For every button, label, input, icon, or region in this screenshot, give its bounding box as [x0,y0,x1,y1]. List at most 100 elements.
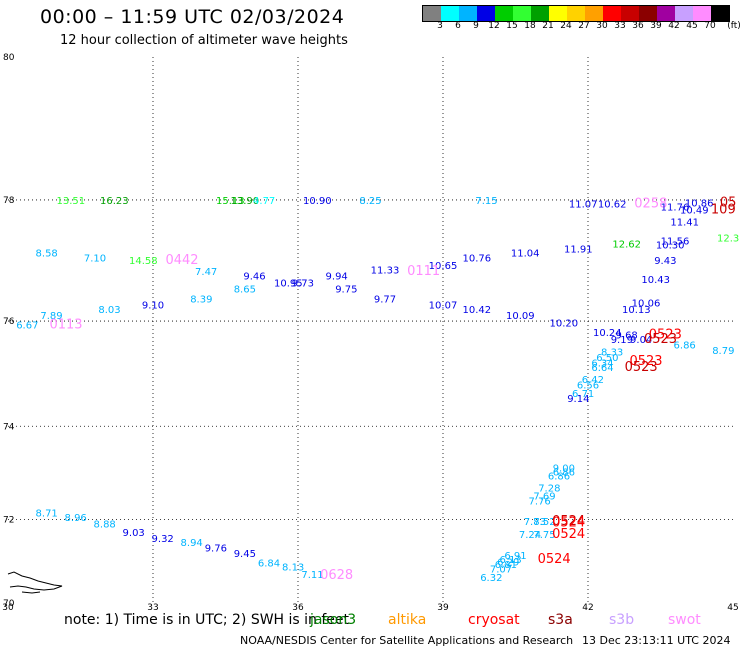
note-text: note: 1) Time is in UTC; 2) SWH is in fe… [64,612,350,628]
wave-height-value: 10.20 [550,319,579,330]
wave-height-value: 11.07 [569,200,598,211]
wave-height-value: 12.3 [717,233,739,244]
color-swatch [549,6,567,21]
color-swatch [585,6,603,21]
pass-time-label: 0524 [552,527,585,542]
wave-height-value: 6.42 [582,375,604,386]
color-scale-tick: 18 [524,21,536,31]
wave-height-value: 7.47 [195,267,217,278]
wave-height-value: 6.13 [500,555,522,566]
color-scale-tick: 39 [650,21,662,31]
color-swatch [567,6,585,21]
axis-labels: 30 33 36 39 42 45 80 78 76 74 72 70 [2,53,738,613]
map-title: 00:00 – 11:59 UTC 02/03/2024 [40,6,345,28]
wave-height-value: 6.64 [591,363,613,374]
pass-time-label: 05 [720,195,737,210]
wave-height-value: 10.24 [593,328,622,339]
wave-height-value: 9.77 [374,294,396,305]
legend-s3b: s3b [609,612,635,628]
wave-height-value: 10.30 [656,241,685,252]
color-swatch [459,6,477,21]
latitude-label: 80 [3,53,15,63]
wave-height-value: 10.07 [429,301,458,312]
wave-height-value: 11.41 [670,218,699,229]
color-scale-tick: 12 [488,21,500,31]
wave-height-value: 7.89 [40,311,62,322]
wave-height-value: 8.25 [359,196,381,207]
wave-height-value: 10.65 [429,261,458,272]
pass-time-label: 109 [711,203,736,218]
coastline [7,571,63,594]
wave-height-value: 7.28 [538,484,560,495]
latitude-label: 72 [3,515,14,525]
wave-height-value: 11.04 [511,249,540,260]
wave-height-value: 9.73 [292,279,314,290]
wave-height-value: 6.56 [577,380,599,391]
wave-height-value: 8.71 [36,508,58,519]
wave-height-value: 10.49 [680,206,709,217]
wave-height-value: 10.42 [463,305,492,316]
wave-height-value: 9.45 [234,549,256,560]
wave-height-value: 9.03 [123,528,145,539]
wave-height-value: 10.95 [274,279,303,290]
wave-height-value: 8.58 [36,249,58,260]
wave-height-value: 13.90 [231,196,260,207]
color-scale-tick: 36 [632,21,644,31]
pass-time-label: 0523 [649,327,682,342]
wave-height-value: 8.65 [234,284,256,295]
wave-height-value: 6.29 [497,558,519,569]
color-swatch [621,6,639,21]
wave-height-value: 10.13 [622,305,651,316]
wave-height-value: 6.34 [591,358,613,369]
wave-height-value: 10.86 [685,198,714,209]
wave-height-value: 8.96 [65,513,87,524]
color-swatch [477,6,495,21]
legend-s3a: s3a [548,612,573,628]
wave-height-value: 6.71 [572,389,594,400]
pass-time-label: 0523 [629,354,662,369]
wave-height-value: 8.88 [94,519,116,530]
wave-height-value: 6.32 [480,573,502,584]
wave-height-value: 11.91 [564,244,593,255]
wave-height-value: 9.10 [142,301,164,312]
wave-height-value: 9.14 [567,394,589,405]
wave-height-value: 10.09 [506,311,535,322]
color-swatch [711,6,729,21]
wave-height-value: 7.15 [475,196,497,207]
wave-height-value: 6.67 [16,320,38,331]
color-swatch [513,6,531,21]
wave-height-value: 16.23 [100,196,129,207]
wave-height-value: 11.33 [371,266,400,277]
wave-height-value: 7.75 [533,530,555,541]
pass-time-label: 0111 [407,264,440,279]
legend-altika: altika [388,612,427,628]
color-swatch [675,6,693,21]
color-swatch [639,6,657,21]
wave-height-value: 6.86 [548,471,570,482]
color-scale-unit: (ft) [727,21,740,31]
wave-height-value: 13.51 [57,196,86,207]
pass-time-label: 0524 [552,515,585,530]
wave-height-value: 15.13 [216,196,245,207]
pass-time-label: 0628 [320,568,353,583]
longitude-label: 30 [2,603,14,613]
wave-height-value: 7.24 [519,530,541,541]
color-swatch [495,6,513,21]
coastline-path [7,571,63,591]
longitude-label: 45 [727,603,738,613]
color-scale-tick: 6 [455,21,461,31]
wave-height-value: 9.00 [553,463,575,474]
color-scale-tick: 24 [560,21,572,31]
map-subtitle: 12 hour collection of altimeter wave hei… [60,33,348,48]
wave-height-value: 6.86 [674,341,696,352]
pass-time-label: 0523 [644,332,677,347]
color-swatch [693,6,711,21]
wave-height-value: 7.83 [524,517,546,528]
wave-height-value: 8.33 [601,348,623,359]
color-scale-tick: 30 [596,21,608,31]
longitude-label: 36 [292,603,304,613]
color-scale-tick: 21 [542,21,554,31]
wave-height-value: 12.62 [612,240,641,251]
wave-height-value: 9.76 [205,544,227,555]
